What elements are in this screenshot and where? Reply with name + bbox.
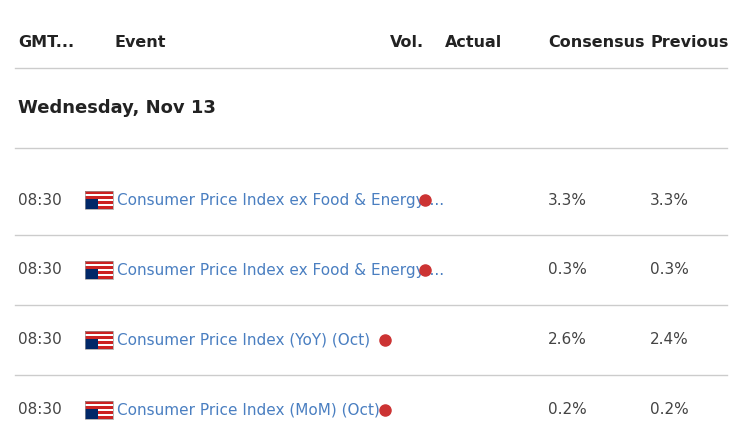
Bar: [85, 261, 113, 264]
Bar: [85, 331, 113, 349]
Text: 08:30: 08:30: [18, 403, 62, 417]
Text: GMT...: GMT...: [18, 35, 74, 50]
Bar: [85, 409, 98, 419]
Bar: [85, 201, 113, 204]
Bar: [85, 199, 113, 201]
Bar: [85, 204, 113, 206]
Bar: [85, 199, 98, 209]
Text: Consensus: Consensus: [548, 35, 645, 50]
Text: 0.2%: 0.2%: [650, 403, 689, 417]
Bar: [85, 414, 113, 416]
Bar: [85, 196, 113, 199]
Bar: [85, 271, 113, 274]
Text: Event: Event: [115, 35, 166, 50]
Bar: [85, 416, 113, 419]
Text: Consumer Price Index (YoY) (Oct): Consumer Price Index (YoY) (Oct): [117, 333, 370, 347]
Text: 2.4%: 2.4%: [650, 333, 689, 347]
Bar: [85, 261, 113, 279]
Bar: [85, 339, 113, 341]
Bar: [85, 401, 113, 419]
Text: 0.3%: 0.3%: [650, 263, 689, 277]
Bar: [85, 264, 113, 266]
Bar: [85, 409, 113, 411]
Bar: [85, 401, 113, 404]
Text: 08:30: 08:30: [18, 333, 62, 347]
Bar: [85, 269, 113, 271]
Text: 3.3%: 3.3%: [650, 193, 689, 207]
Text: 0.2%: 0.2%: [548, 403, 587, 417]
Bar: [85, 344, 113, 346]
Bar: [85, 194, 113, 196]
Text: Wednesday, Nov 13: Wednesday, Nov 13: [18, 99, 216, 117]
Text: Actual: Actual: [445, 35, 502, 50]
Bar: [85, 191, 113, 194]
Bar: [85, 334, 113, 336]
Bar: [85, 336, 113, 339]
Bar: [85, 406, 113, 409]
Text: 08:30: 08:30: [18, 193, 62, 207]
Bar: [85, 339, 98, 349]
Bar: [85, 206, 113, 209]
Text: 3.3%: 3.3%: [548, 193, 587, 207]
Bar: [85, 191, 113, 209]
Text: 2.6%: 2.6%: [548, 333, 587, 347]
Bar: [85, 346, 113, 349]
Text: Vol.: Vol.: [390, 35, 424, 50]
Text: Consumer Price Index ex Food & Energy ...: Consumer Price Index ex Food & Energy ..…: [117, 193, 444, 207]
Text: Consumer Price Index ex Food & Energy ...: Consumer Price Index ex Food & Energy ..…: [117, 263, 444, 277]
Bar: [85, 404, 113, 406]
Bar: [85, 276, 113, 279]
Text: 08:30: 08:30: [18, 263, 62, 277]
Bar: [85, 331, 113, 334]
Text: Consumer Price Index (MoM) (Oct): Consumer Price Index (MoM) (Oct): [117, 403, 380, 417]
Bar: [85, 269, 98, 279]
Bar: [85, 341, 113, 344]
Bar: [85, 266, 113, 269]
Bar: [85, 274, 113, 276]
Text: Previous: Previous: [650, 35, 729, 50]
Bar: [85, 411, 113, 414]
Text: 0.3%: 0.3%: [548, 263, 587, 277]
